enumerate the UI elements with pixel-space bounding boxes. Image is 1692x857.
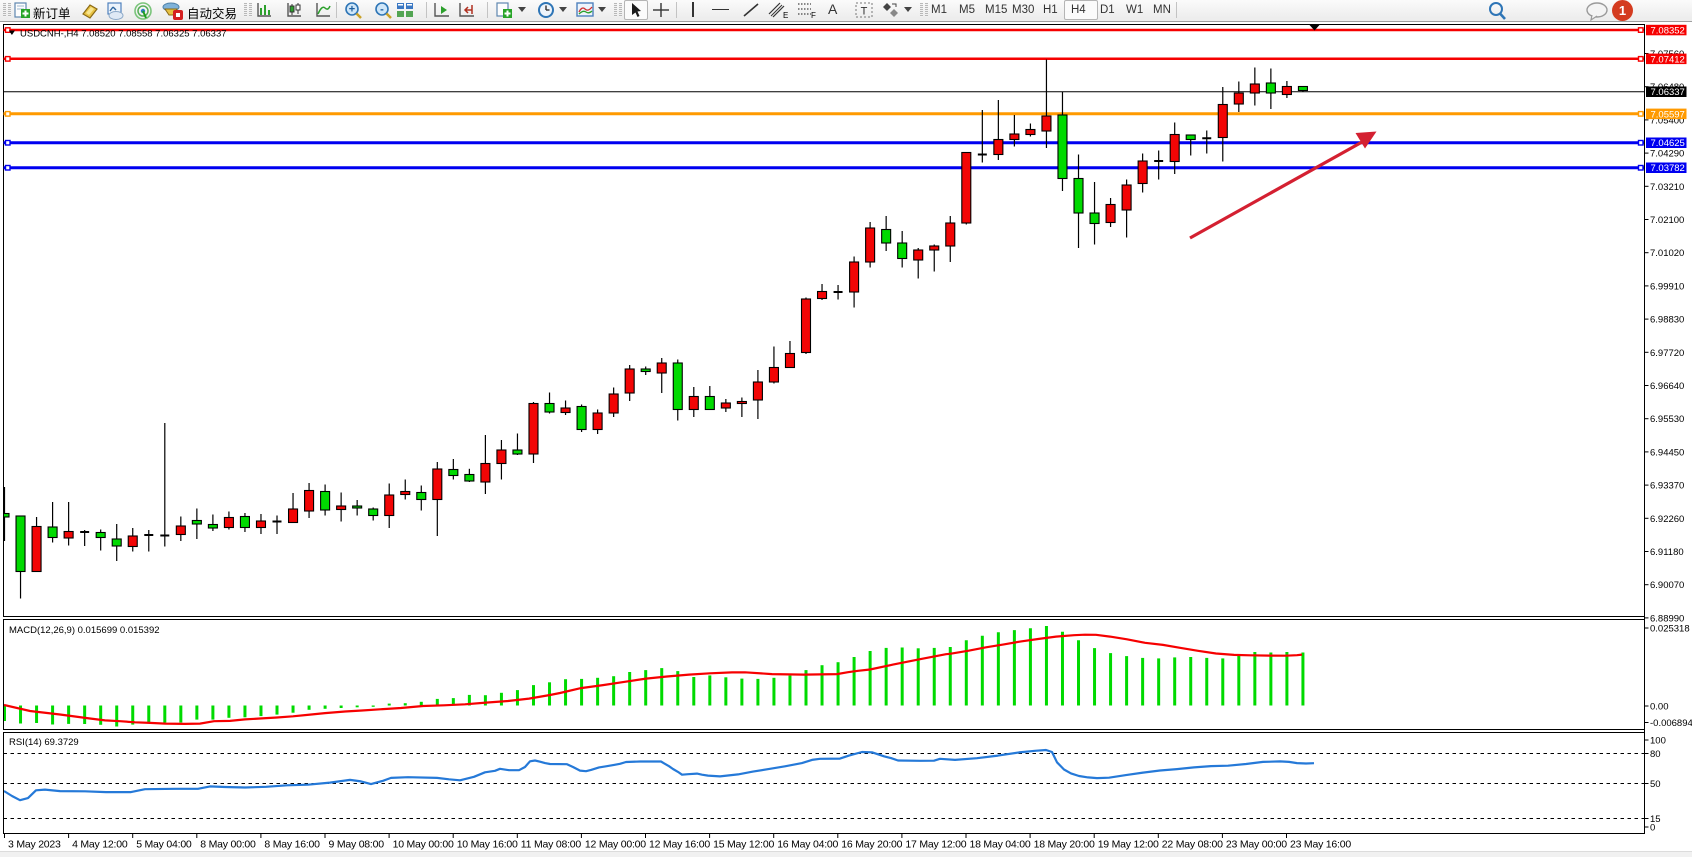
svg-text:10 May 00:00: 10 May 00:00: [393, 839, 454, 851]
svg-text:18 May 04:00: 18 May 04:00: [970, 839, 1031, 851]
svg-text:6.91180: 6.91180: [1650, 547, 1684, 558]
svg-text:15 May 12:00: 15 May 12:00: [713, 839, 774, 851]
svg-text:16 May 04:00: 16 May 04:00: [777, 839, 838, 851]
svg-text:RSI(14) 69.3729: RSI(14) 69.3729: [9, 737, 79, 748]
svg-text:F: F: [811, 11, 816, 19]
svg-text:0.00: 0.00: [1650, 702, 1669, 713]
svg-text:8 May 16:00: 8 May 16:00: [264, 839, 320, 851]
svg-text:12 May 00:00: 12 May 00:00: [585, 839, 646, 851]
svg-text:6.90070: 6.90070: [1650, 580, 1684, 591]
svg-text:6.88990: 6.88990: [1650, 613, 1684, 624]
svg-text:80: 80: [1650, 749, 1661, 760]
svg-text:6.97720: 6.97720: [1650, 348, 1684, 359]
svg-text:0.025318: 0.025318: [1650, 624, 1690, 635]
svg-text:4 May 12:00: 4 May 12:00: [72, 839, 128, 851]
svg-text:7.02100: 7.02100: [1650, 215, 1684, 226]
svg-text:22 May 08:00: 22 May 08:00: [1162, 839, 1223, 851]
svg-text:23 May 16:00: 23 May 16:00: [1290, 839, 1351, 851]
svg-text:MACD(12,26,9) 0.015699 0.01539: MACD(12,26,9) 0.015699 0.015392: [9, 625, 160, 636]
svg-text:11 May 08:00: 11 May 08:00: [521, 839, 582, 851]
svg-text:7.03210: 7.03210: [1650, 182, 1684, 193]
svg-text:10 May 16:00: 10 May 16:00: [457, 839, 518, 851]
svg-text:100: 100: [1650, 736, 1666, 747]
svg-text:18 May 20:00: 18 May 20:00: [1034, 839, 1095, 851]
svg-text:E: E: [783, 11, 788, 19]
svg-text:8 May 00:00: 8 May 00:00: [200, 839, 256, 851]
svg-text:7.08352: 7.08352: [1651, 26, 1685, 37]
svg-text:19 May 12:00: 19 May 12:00: [1098, 839, 1159, 851]
svg-text:6.93370: 6.93370: [1650, 481, 1684, 492]
svg-text:7.03782: 7.03782: [1651, 163, 1685, 174]
svg-text:6.96640: 6.96640: [1650, 381, 1684, 392]
svg-text:+: +: [349, 4, 355, 16]
svg-text:USDCNH-,H4 7.08520 7.08558 7.: USDCNH-,H4 7.08520 7.08558 7.06325 7.063…: [20, 29, 227, 40]
svg-text:17 May 12:00: 17 May 12:00: [905, 839, 966, 851]
svg-text:16 May 20:00: 16 May 20:00: [841, 839, 902, 851]
svg-text:3 May 2023: 3 May 2023: [8, 839, 61, 851]
svg-text:6.95530: 6.95530: [1650, 414, 1684, 425]
svg-text:7.07412: 7.07412: [1651, 54, 1685, 65]
svg-text:50: 50: [1650, 779, 1661, 790]
svg-text:T: T: [861, 6, 868, 18]
svg-text:7.01020: 7.01020: [1650, 248, 1684, 259]
svg-text:0: 0: [1650, 823, 1655, 834]
svg-text:23 May 00:00: 23 May 00:00: [1226, 839, 1287, 851]
svg-text:12 May 16:00: 12 May 16:00: [649, 839, 710, 851]
svg-text:6.94450: 6.94450: [1650, 447, 1684, 458]
svg-text:-: -: [380, 4, 384, 16]
svg-text:7.04290: 7.04290: [1650, 149, 1684, 160]
svg-text:7.06337: 7.06337: [1651, 87, 1685, 98]
svg-text:6.98830: 6.98830: [1650, 315, 1684, 326]
svg-text:7.04625: 7.04625: [1651, 138, 1685, 149]
svg-text:7.05597: 7.05597: [1651, 109, 1685, 120]
svg-text:15: 15: [1650, 814, 1661, 825]
svg-text:5 May 04:00: 5 May 04:00: [136, 839, 192, 851]
svg-text:9 May 08:00: 9 May 08:00: [329, 839, 385, 851]
svg-text:7.05400: 7.05400: [1650, 115, 1684, 126]
svg-text:6.92260: 6.92260: [1650, 514, 1684, 525]
svg-text:-0.006894: -0.006894: [1650, 718, 1692, 729]
svg-text:6.99910: 6.99910: [1650, 281, 1684, 292]
